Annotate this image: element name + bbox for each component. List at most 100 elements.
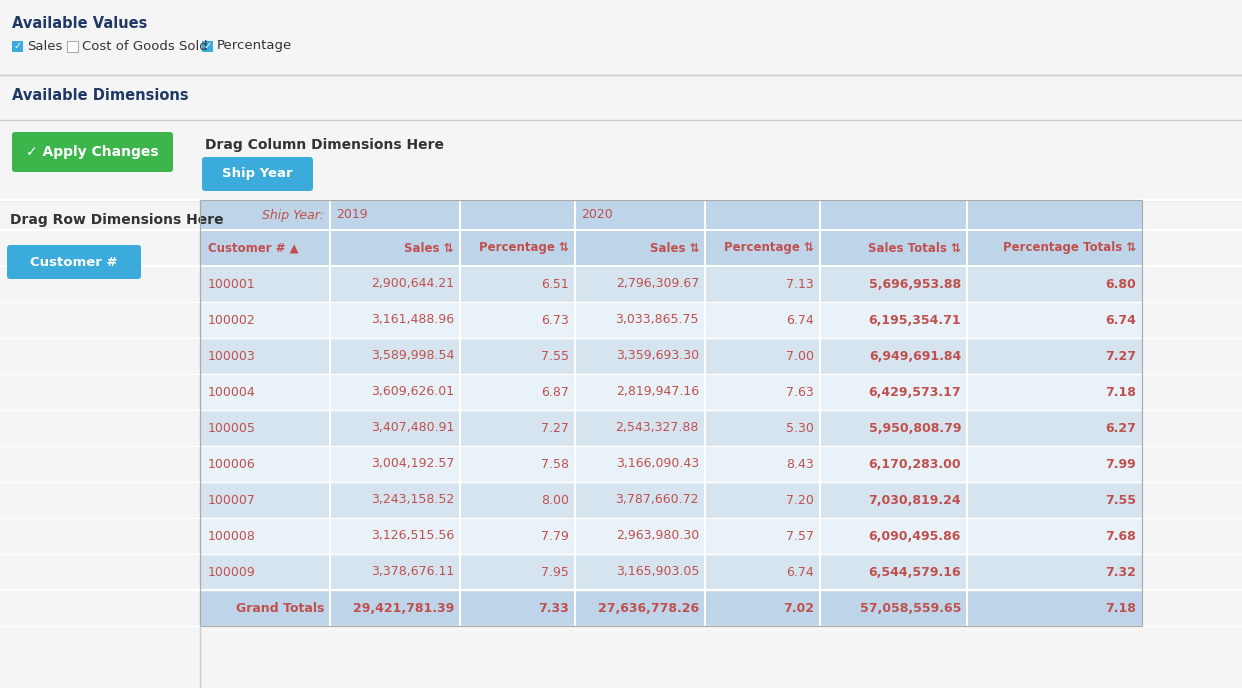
Text: 100007: 100007 — [207, 493, 256, 506]
Text: 6,195,354.71: 6,195,354.71 — [868, 314, 961, 327]
Bar — [0, 0, 1242, 75]
Bar — [200, 410, 1141, 446]
Bar — [12, 41, 24, 52]
Text: ✓: ✓ — [204, 41, 211, 51]
Text: 6,544,579.16: 6,544,579.16 — [868, 566, 961, 579]
Text: 3,589,998.54: 3,589,998.54 — [370, 350, 455, 363]
Text: Available Values: Available Values — [12, 16, 148, 31]
FancyBboxPatch shape — [12, 132, 173, 172]
Text: 100004: 100004 — [207, 385, 256, 398]
Text: 8.00: 8.00 — [542, 493, 569, 506]
Text: 7.68: 7.68 — [1105, 530, 1136, 543]
Bar — [0, 120, 1242, 200]
Text: 6,170,283.00: 6,170,283.00 — [868, 458, 961, 471]
Text: 3,165,903.05: 3,165,903.05 — [616, 566, 699, 579]
Bar — [202, 41, 212, 52]
Text: 7.99: 7.99 — [1105, 458, 1136, 471]
Bar — [200, 590, 1141, 626]
Text: 3,126,515.56: 3,126,515.56 — [371, 530, 455, 543]
Text: Sales ⇅: Sales ⇅ — [650, 241, 699, 255]
Text: 7.27: 7.27 — [1105, 350, 1136, 363]
Text: 2,819,947.16: 2,819,947.16 — [616, 385, 699, 398]
Text: 7.20: 7.20 — [786, 493, 814, 506]
Text: 7.55: 7.55 — [542, 350, 569, 363]
Text: 3,787,660.72: 3,787,660.72 — [616, 493, 699, 506]
Bar — [200, 338, 1141, 374]
Text: 3,161,488.96: 3,161,488.96 — [371, 314, 455, 327]
Text: 2020: 2020 — [581, 208, 612, 222]
Text: 100009: 100009 — [207, 566, 256, 579]
Text: 2,543,327.88: 2,543,327.88 — [616, 422, 699, 435]
Text: 6.51: 6.51 — [542, 277, 569, 290]
Bar — [67, 41, 78, 52]
Text: 7.13: 7.13 — [786, 277, 814, 290]
Text: 7.33: 7.33 — [538, 601, 569, 614]
Text: 100001: 100001 — [207, 277, 256, 290]
Bar — [200, 446, 1141, 482]
Text: 7.00: 7.00 — [786, 350, 814, 363]
Text: 7.18: 7.18 — [1105, 385, 1136, 398]
Text: Customer # ▲: Customer # ▲ — [207, 241, 298, 255]
Text: 2,796,309.67: 2,796,309.67 — [616, 277, 699, 290]
Text: 7,030,819.24: 7,030,819.24 — [868, 493, 961, 506]
Text: 6,090,495.86: 6,090,495.86 — [868, 530, 961, 543]
Text: 100008: 100008 — [207, 530, 256, 543]
Text: Grand Totals: Grand Totals — [236, 601, 324, 614]
Text: Percentage ⇅: Percentage ⇅ — [724, 241, 814, 255]
Text: 3,004,192.57: 3,004,192.57 — [370, 458, 455, 471]
Text: 7.18: 7.18 — [1105, 601, 1136, 614]
Text: 2,900,644.21: 2,900,644.21 — [371, 277, 455, 290]
Text: 6,429,573.17: 6,429,573.17 — [868, 385, 961, 398]
Text: ✓ Apply Changes: ✓ Apply Changes — [26, 145, 159, 159]
Text: 6.27: 6.27 — [1105, 422, 1136, 435]
Text: 7.63: 7.63 — [786, 385, 814, 398]
Text: Cost of Goods Sold: Cost of Goods Sold — [82, 39, 207, 52]
Text: 7.55: 7.55 — [1105, 493, 1136, 506]
Text: 27,636,778.26: 27,636,778.26 — [597, 601, 699, 614]
Text: 2,963,980.30: 2,963,980.30 — [616, 530, 699, 543]
Bar — [200, 518, 1141, 554]
Text: 7.32: 7.32 — [1105, 566, 1136, 579]
Text: 5,696,953.88: 5,696,953.88 — [869, 277, 961, 290]
Text: 7.27: 7.27 — [542, 422, 569, 435]
Text: Sales Totals ⇅: Sales Totals ⇅ — [868, 241, 961, 255]
Text: 6,949,691.84: 6,949,691.84 — [868, 350, 961, 363]
Text: 100006: 100006 — [207, 458, 256, 471]
Text: 7.57: 7.57 — [786, 530, 814, 543]
Bar — [200, 374, 1141, 410]
Bar — [200, 200, 1141, 626]
Text: 6.74: 6.74 — [786, 566, 814, 579]
Text: 3,033,865.75: 3,033,865.75 — [616, 314, 699, 327]
Text: 100002: 100002 — [207, 314, 256, 327]
Text: 3,166,090.43: 3,166,090.43 — [616, 458, 699, 471]
Text: 6.87: 6.87 — [542, 385, 569, 398]
Text: 7.02: 7.02 — [782, 601, 814, 614]
Text: 7.58: 7.58 — [542, 458, 569, 471]
Text: 8.43: 8.43 — [786, 458, 814, 471]
FancyBboxPatch shape — [7, 245, 142, 279]
Text: 3,359,693.30: 3,359,693.30 — [616, 350, 699, 363]
Text: 57,058,559.65: 57,058,559.65 — [859, 601, 961, 614]
Bar — [200, 266, 1141, 302]
Bar — [200, 554, 1141, 590]
Text: Sales: Sales — [27, 39, 62, 52]
Text: Percentage ⇅: Percentage ⇅ — [479, 241, 569, 255]
Text: 3,378,676.11: 3,378,676.11 — [371, 566, 455, 579]
Text: 2019: 2019 — [337, 208, 368, 222]
Text: Ship Year:: Ship Year: — [262, 208, 324, 222]
Text: Available Dimensions: Available Dimensions — [12, 88, 189, 103]
Text: Customer #: Customer # — [30, 255, 118, 268]
FancyBboxPatch shape — [202, 157, 313, 191]
Text: 3,243,158.52: 3,243,158.52 — [371, 493, 455, 506]
Text: 29,421,781.39: 29,421,781.39 — [353, 601, 455, 614]
Bar — [200, 200, 1141, 230]
Bar — [0, 200, 200, 688]
Text: Drag Column Dimensions Here: Drag Column Dimensions Here — [205, 138, 443, 152]
Text: 3,407,480.91: 3,407,480.91 — [370, 422, 455, 435]
Bar — [200, 302, 1141, 338]
Text: 3,609,626.01: 3,609,626.01 — [371, 385, 455, 398]
Text: 6.80: 6.80 — [1105, 277, 1136, 290]
Text: 6.73: 6.73 — [542, 314, 569, 327]
Text: Percentage Totals ⇅: Percentage Totals ⇅ — [1002, 241, 1136, 255]
Bar — [200, 230, 1141, 266]
